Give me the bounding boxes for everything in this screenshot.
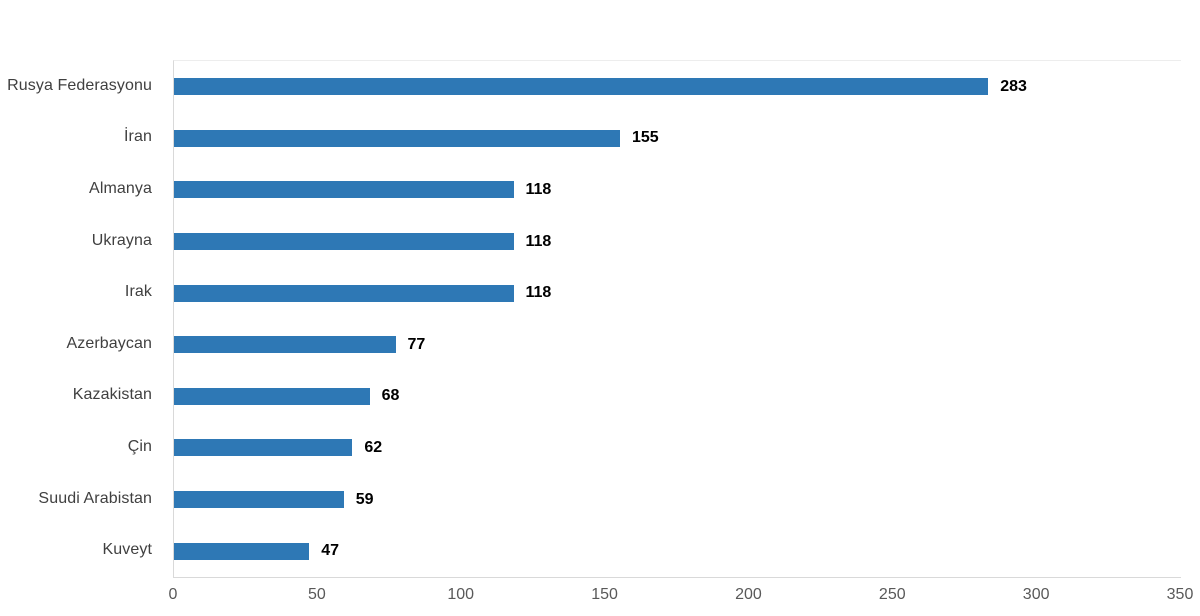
bar-row: 62 xyxy=(174,422,1181,474)
category-label: İran xyxy=(124,128,152,146)
bar-row: 47 xyxy=(174,525,1181,577)
bars-container: 283 155 118 118 118 77 68 62 59 47 xyxy=(174,61,1181,577)
category-axis: Rusya Federasyonu İran Almanya Ukrayna Irak A… xyxy=(0,60,173,576)
value-label: 118 xyxy=(525,232,552,250)
bar-row: 68 xyxy=(174,371,1181,423)
bar[interactable] xyxy=(174,439,353,457)
bar-row: 155 xyxy=(174,113,1181,165)
category-label: Kuveyt xyxy=(102,541,152,559)
value-label: 77 xyxy=(407,335,426,353)
value-label: 62 xyxy=(364,438,383,456)
value-label: 283 xyxy=(1000,77,1027,95)
category-label: Almanya xyxy=(89,179,152,197)
x-tick-label: 350 xyxy=(1166,586,1194,603)
bar-row: 118 xyxy=(174,267,1181,319)
bar-row: 59 xyxy=(174,474,1181,526)
x-tick-label: 200 xyxy=(735,586,762,603)
bar-row: 77 xyxy=(174,319,1181,371)
bar[interactable] xyxy=(174,336,396,354)
x-tick-label: 300 xyxy=(1022,586,1050,603)
category-label: Çin xyxy=(127,437,152,455)
bar-row: 118 xyxy=(174,164,1181,216)
bar-row: 118 xyxy=(174,216,1181,268)
bar-row: 283 xyxy=(174,61,1181,113)
bar[interactable] xyxy=(174,78,989,96)
bar[interactable] xyxy=(174,129,620,147)
value-label: 68 xyxy=(381,387,400,405)
bar[interactable] xyxy=(174,233,514,251)
x-tick-label: 100 xyxy=(447,586,475,603)
bar[interactable] xyxy=(174,542,310,560)
x-tick-label: 50 xyxy=(307,586,326,603)
bar[interactable] xyxy=(174,491,344,509)
category-label: Suudi Arabistan xyxy=(38,489,152,507)
category-label: Kazakistan xyxy=(72,386,152,404)
category-label: Irak xyxy=(124,283,152,301)
value-label: 118 xyxy=(525,180,552,198)
x-tick-label: 0 xyxy=(168,586,178,603)
plot-area: 283 155 118 118 118 77 68 62 59 47 xyxy=(173,60,1181,578)
value-label: 59 xyxy=(355,490,374,508)
value-label: 118 xyxy=(525,284,552,302)
x-tick-label: 150 xyxy=(591,586,618,603)
category-label: Ukrayna xyxy=(91,231,152,249)
value-label: 155 xyxy=(631,129,659,147)
bar[interactable] xyxy=(174,284,514,302)
x-axis: 0 50 100 150 200 250 300 350 xyxy=(169,586,1194,608)
bar[interactable] xyxy=(174,181,514,199)
value-label: 47 xyxy=(321,542,340,560)
bar[interactable] xyxy=(174,387,370,405)
category-label: Azerbaycan xyxy=(66,334,152,352)
category-label: Rusya Federasyonu xyxy=(7,76,152,94)
x-tick-label: 250 xyxy=(878,586,906,603)
